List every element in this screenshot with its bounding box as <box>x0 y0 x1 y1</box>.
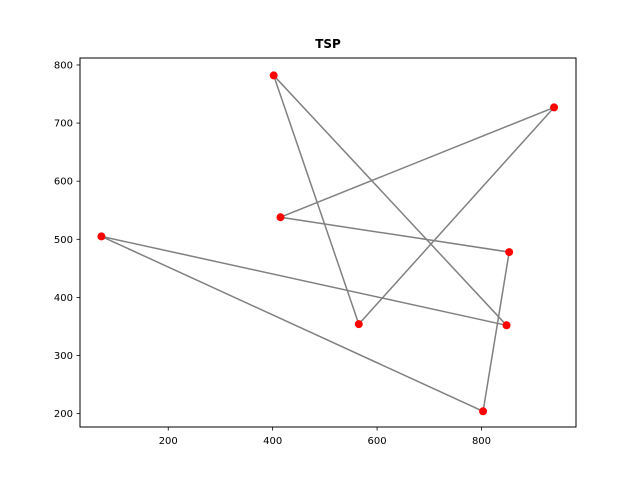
city-point <box>550 103 559 112</box>
city-point <box>479 407 488 416</box>
city-point <box>269 71 278 80</box>
route-segment <box>101 235 484 412</box>
y-tick-label: 500 <box>54 235 73 246</box>
chart-title: TSP <box>315 37 341 51</box>
route-segment <box>280 216 510 253</box>
y-tick-label: 700 <box>54 119 73 130</box>
city-point <box>97 232 106 241</box>
route-segment <box>273 74 508 326</box>
route-segment <box>280 106 555 218</box>
ticks-layer: 200 400 600 800 200 300 400 500 600 700 800 <box>54 60 491 447</box>
x-tick-label: 800 <box>472 436 491 447</box>
y-tick-label: 800 <box>54 60 73 71</box>
x-tick-label: 600 <box>368 436 387 447</box>
route-segment <box>358 106 555 325</box>
city-point <box>354 320 363 329</box>
x-tick-label: 200 <box>159 436 178 447</box>
route-segment <box>101 235 507 327</box>
route-segment <box>272 75 360 325</box>
city-point <box>505 248 514 257</box>
y-tick-label: 400 <box>54 293 73 304</box>
y-tick-label: 300 <box>54 351 73 362</box>
plot-frame <box>79 57 577 428</box>
route-segment <box>482 251 510 412</box>
city-point <box>502 321 511 330</box>
y-tick-label: 600 <box>54 177 73 188</box>
points-layer <box>97 71 559 416</box>
city-point <box>276 213 285 222</box>
y-tick-label: 200 <box>54 409 73 420</box>
x-tick-label: 400 <box>263 436 282 447</box>
route-layer <box>101 74 555 412</box>
